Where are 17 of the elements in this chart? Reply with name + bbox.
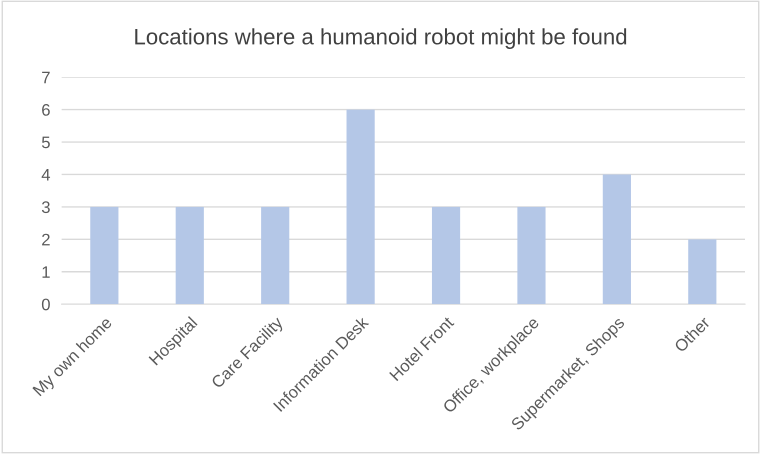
chart-title: Locations where a humanoid robot might be found: [135, 28, 626, 49]
y-tick-label: 5: [42, 136, 50, 148]
bar: [602, 174, 631, 304]
y-tick-label: 4: [42, 169, 50, 181]
bar: [90, 206, 118, 304]
bar: [688, 239, 716, 304]
bar: [261, 206, 290, 304]
bar: [517, 206, 546, 304]
y-tick-label: 2: [42, 234, 50, 246]
bar: [432, 206, 460, 304]
y-tick-label: 1: [42, 266, 50, 278]
y-tick-label: 7: [42, 72, 50, 84]
y-tick-label: 6: [42, 104, 50, 116]
bar: [176, 206, 204, 304]
bar: [346, 110, 375, 304]
y-tick-label: 0: [42, 298, 50, 310]
y-tick-label: 3: [42, 201, 50, 214]
